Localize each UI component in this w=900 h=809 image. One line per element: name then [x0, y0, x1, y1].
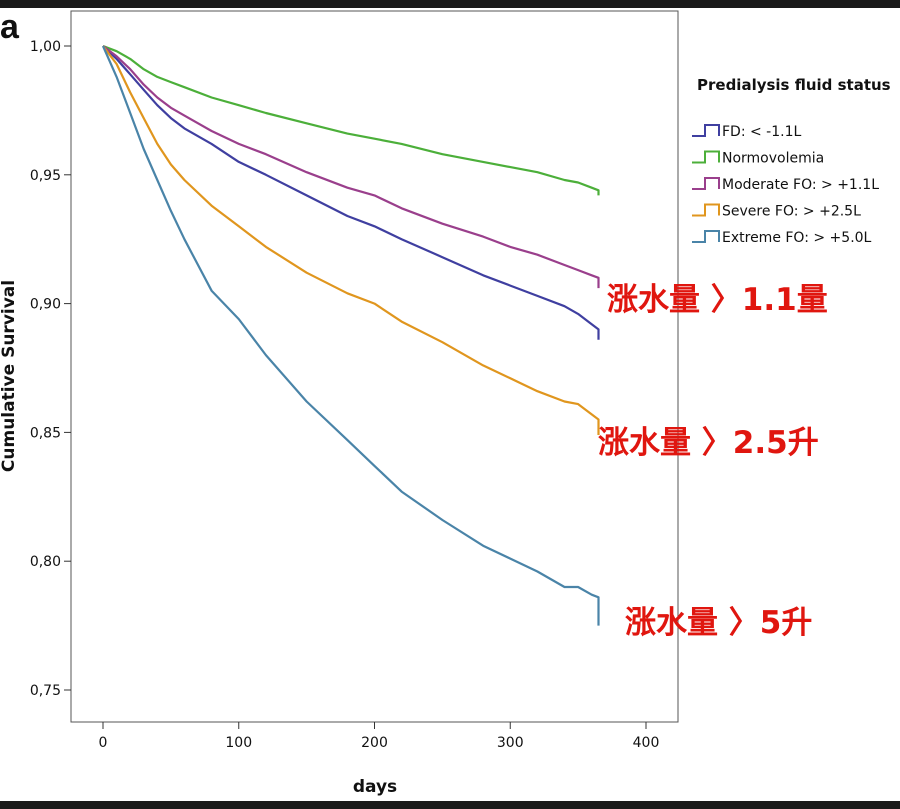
- legend-entry: FD: < -1.1L: [722, 124, 801, 140]
- annotation-label: 涨水量 〉2.5升: [598, 425, 819, 461]
- legend-swatch: [692, 124, 720, 137]
- legend-entry: Extreme FO: > +5.0L: [722, 230, 872, 246]
- series-line-3: [102, 45, 600, 289]
- plot-frame: [70, 10, 679, 723]
- y-tick-label: 0,95: [30, 168, 61, 184]
- x-tick-label: 300: [497, 735, 524, 751]
- legend: Predialysis fluid status FD: < -1.1L Norm…: [692, 76, 891, 246]
- legend-swatch: [692, 150, 720, 164]
- series-line-4: [102, 45, 600, 435]
- legend-entry: Moderate FO: > +1.1L: [722, 177, 879, 193]
- x-axis-title: days: [353, 777, 397, 797]
- x-axis: 0 100 200 300 400: [99, 722, 660, 751]
- legend-entry: Normovolemia: [722, 151, 824, 167]
- series-line-5: [101, 45, 600, 626]
- annotation-label: 涨水量 〉1.1量: [607, 282, 828, 318]
- y-tick-label: 0,80: [30, 554, 61, 570]
- legend-entry: Severe FO: > +2.5L: [722, 204, 861, 220]
- legend-swatch: [692, 203, 720, 217]
- kaplan-meier-chart: a 0,75 0,80 0,85 0,90 0,95 1,00 0 100 200 300 400…: [0, 8, 891, 797]
- x-tick-label: 400: [633, 735, 660, 751]
- y-axis-title: Cumulative Survival: [0, 280, 19, 472]
- survival-figure: a 0,75 0,80 0,85 0,90 0,95 1,00 0 100 200 300 400…: [0, 8, 900, 801]
- x-tick-label: 0: [99, 735, 108, 751]
- annotation-label: 涨水量 〉5升: [625, 605, 812, 641]
- legend-title: Predialysis fluid status: [697, 76, 891, 94]
- y-tick-label: 0,90: [30, 297, 61, 313]
- series-lines: [101, 44, 600, 626]
- y-tick-label: 0,75: [30, 683, 61, 699]
- legend-swatch: [692, 230, 720, 243]
- x-tick-label: 200: [361, 735, 388, 751]
- series-line-2: [102, 44, 600, 196]
- y-tick-label: 0,85: [30, 425, 61, 441]
- series-line-1: [102, 45, 600, 340]
- panel-label: a: [0, 8, 20, 46]
- y-tick-label: 1,00: [30, 39, 61, 55]
- x-tick-label: 100: [225, 735, 252, 751]
- y-axis: 0,75 0,80 0,85 0,90 0,95 1,00: [30, 39, 71, 699]
- legend-swatch: [692, 177, 720, 190]
